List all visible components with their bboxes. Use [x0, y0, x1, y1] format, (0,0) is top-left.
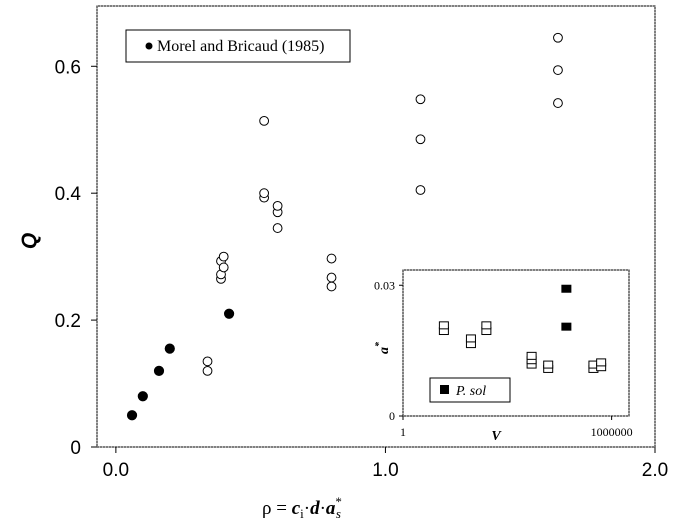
inset-data-point-p-sol	[561, 322, 572, 331]
y-tick-label: 0.2	[55, 311, 81, 332]
inset-x-axis-label: V	[491, 429, 502, 444]
inset-data-point-open	[438, 321, 449, 330]
y-tick-label: 0	[70, 438, 81, 459]
inset-y-tick-label: 0	[389, 409, 395, 423]
data-point-open	[202, 356, 213, 367]
inset-data-point-open	[526, 351, 537, 360]
data-point-open	[272, 223, 283, 233]
data-point-morel-bricaud	[153, 365, 165, 376]
x-label-c: c	[292, 498, 301, 519]
data-point-open	[326, 272, 337, 283]
data-point-morel-bricaud	[164, 343, 175, 354]
main-axes: 0.0 1.0 2.0 0 0.2 0.4 0.6	[55, 57, 669, 481]
y-axis-label: Q	[18, 233, 41, 249]
plot-frame-dotted	[96, 5, 656, 448]
inset-legend-marker	[440, 385, 449, 394]
data-point-open	[259, 115, 270, 126]
x-tick-label: 1.0	[372, 460, 398, 481]
x-tick-label: 0.0	[103, 460, 129, 481]
inset-legend: P. sol	[429, 377, 511, 403]
main-legend-marker	[145, 42, 153, 50]
data-point-open	[326, 253, 337, 264]
data-point-open	[553, 65, 563, 75]
x-label-c-sub: i	[300, 506, 304, 521]
x-axis-label: ρ = ci·d·a* s	[262, 494, 342, 521]
x-label-dot2: ·	[320, 498, 326, 519]
data-point-morel-bricaud	[126, 410, 138, 421]
data-point-open	[259, 188, 270, 199]
x-label-a: a	[326, 498, 336, 519]
data-point-open	[415, 134, 426, 145]
inset-x-tick-label: 1000000	[591, 425, 633, 439]
x-label-a-sub: s	[336, 506, 341, 521]
inset-y-label-a: a	[377, 347, 392, 354]
x-tick-label: 2.0	[642, 460, 668, 481]
x-label-dot1: ·	[304, 498, 310, 519]
x-label-a-sup: *	[335, 494, 342, 509]
data-point-open	[218, 251, 229, 262]
x-label-rho: ρ =	[262, 498, 292, 519]
data-point-open	[415, 94, 426, 105]
inset-data-point-open	[543, 360, 554, 369]
inset-legend-label: P. sol	[455, 384, 486, 399]
inset-chart: 1 1000000 0 0.03 a* V P. sol	[374, 269, 633, 444]
inset-y-tick-label: 0.03	[374, 278, 395, 292]
inset-axes: 1 1000000 0 0.03	[374, 278, 633, 439]
inset-x-tick-label: 1	[400, 425, 406, 439]
data-point-open	[202, 365, 213, 376]
main-legend-label: Morel and Bricaud (1985)	[157, 38, 325, 55]
data-point-open	[326, 281, 337, 292]
y-tick-label: 0.6	[55, 57, 81, 78]
inset-data-point-open	[596, 358, 607, 367]
main-legend-box	[125, 29, 351, 63]
x-label-d: d	[310, 498, 320, 519]
y-tick-label: 0.4	[55, 184, 82, 205]
data-point-open	[272, 200, 283, 211]
inset-data-point-p-sol	[561, 284, 572, 293]
data-point-morel-bricaud	[137, 391, 148, 402]
main-legend: Morel and Bricaud (1985)	[125, 29, 351, 63]
main-points	[126, 32, 563, 421]
inset-points	[438, 284, 607, 373]
inset-y-label-sup: *	[374, 341, 385, 347]
data-point-open	[553, 32, 563, 43]
data-point-open	[218, 262, 229, 273]
data-point-morel-bricaud	[223, 308, 235, 319]
inset-y-axis-label: a*	[374, 341, 392, 354]
inset-data-point-open	[465, 334, 476, 343]
data-point-open	[553, 98, 563, 108]
data-point-open	[415, 185, 426, 195]
inset-data-point-open	[481, 321, 492, 330]
